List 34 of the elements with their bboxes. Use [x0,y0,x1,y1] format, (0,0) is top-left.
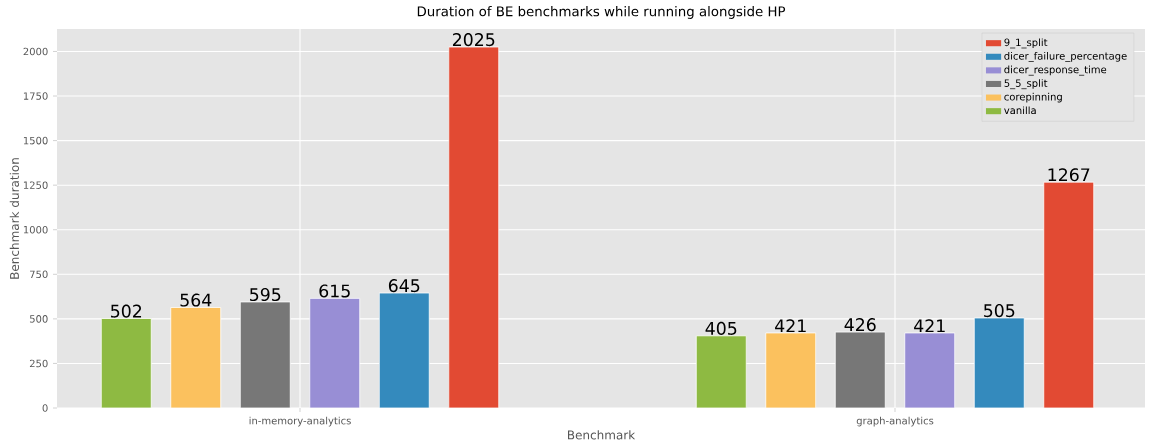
data-label: 615 [319,284,350,298]
y-tick-label: 1500 [23,136,48,145]
data-label: 645 [388,279,420,293]
y-axis-title: Benchmark duration [9,158,20,279]
legend-label: dicer_response_time [1004,65,1107,76]
legend-label: 9_1_split [1004,38,1048,49]
data-label: 2025 [452,33,495,47]
y-tick-label: 750 [30,270,48,279]
legend-label: dicer_failure_percentage [1004,51,1127,62]
x-axis-title: Benchmark [568,430,636,440]
bar [448,46,500,408]
chart-title: Duration of BE benchmarks while running alongside HP [417,6,786,19]
y-tick-label: 2000 [23,47,48,56]
data-label: 1267 [1048,168,1090,182]
y-tick-label: 1000 [23,225,48,234]
data-label: 502 [111,304,142,318]
data-label: 426 [844,318,876,332]
data-label: 595 [250,287,281,302]
x-tick-label: in-memory-analytics [249,416,351,427]
x-tick-label: graph-analytics [856,416,934,427]
legend-label: corepinning [1004,92,1062,103]
legend-label: 5_5_split [1004,79,1048,90]
y-tick-label: 1750 [23,92,48,100]
y-tick-label: 0 [42,404,48,412]
data-label: 421 [775,319,806,333]
y-tick-label: 500 [29,315,48,323]
y-tick-label: 250 [29,359,48,368]
bar [1043,181,1095,408]
data-label: 564 [180,293,212,307]
data-label: 505 [984,304,1015,318]
data-label: 405 [705,321,737,335]
y-tick-label: 1250 [23,181,48,189]
data-label: 421 [914,319,945,333]
legend-label: vanilla [1004,106,1036,115]
